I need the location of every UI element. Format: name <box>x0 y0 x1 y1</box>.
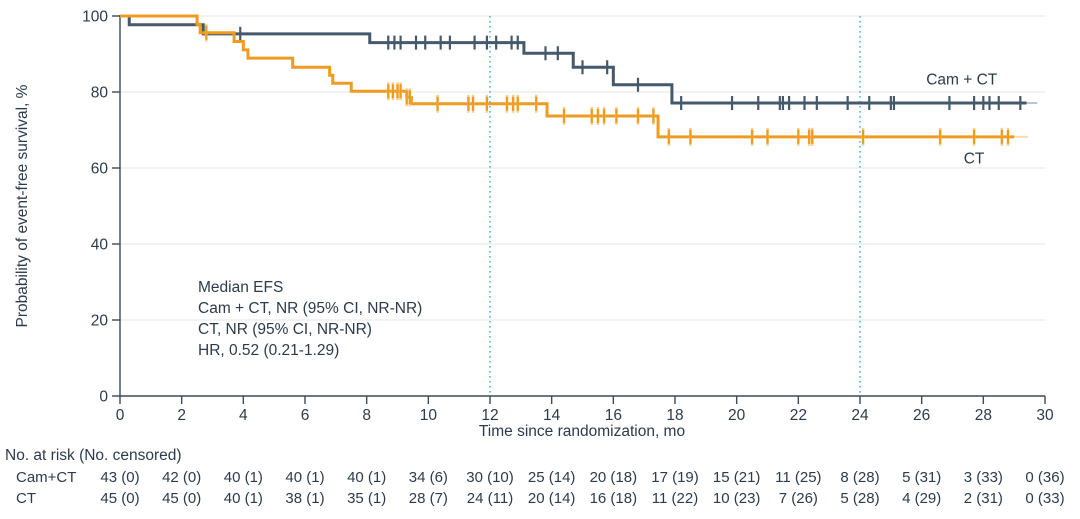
x-tick-label-26: 26 <box>913 407 930 424</box>
risk-cell-20mo: 10 (23) <box>712 490 761 507</box>
risk-cell-28mo: 2 (31) <box>963 490 1003 507</box>
annotation-line-hr: HR, 0.52 (0.21-1.29) <box>198 342 340 359</box>
x-tick-label-2: 2 <box>177 407 186 424</box>
risk-cell-16mo: 16 (18) <box>589 490 638 507</box>
y-tick-label-60: 60 <box>91 161 109 178</box>
risk-table-row-camct: Cam+CT 43 (0) 42 (0) 40 (1) 40 (1) 40 (1) 34 (… <box>0 469 1080 489</box>
risk-cell-8mo: 35 (1) <box>347 490 387 507</box>
risk-cell-26mo: 4 (29) <box>902 490 942 507</box>
annotation-line-median: Median EFS <box>198 279 284 296</box>
y-tick-label-20: 20 <box>91 313 109 330</box>
x-tick-label-10: 10 <box>420 407 438 424</box>
risk-cell-26mo: 5 (31) <box>902 469 942 486</box>
risk-cell-10mo: 34 (6) <box>408 469 448 486</box>
risk-cell-4mo: 40 (1) <box>223 490 263 507</box>
risk-cell-10mo: 28 (7) <box>408 490 448 507</box>
annotation-line-camct: Cam + CT, NR (95% CI, NR-NR) <box>198 300 423 317</box>
risk-cell-14mo: 25 (14) <box>527 469 576 486</box>
x-tick-label-16: 16 <box>605 407 622 424</box>
risk-cell-16mo: 20 (18) <box>589 469 638 486</box>
series-label-ct: CT <box>964 151 985 168</box>
risk-cell-0mo: 43 (0) <box>100 469 140 486</box>
risk-cell-2mo: 45 (0) <box>162 490 202 507</box>
y-tick-label-40: 40 <box>91 237 109 254</box>
risk-cell-18mo: 11 (22) <box>651 490 699 507</box>
y-axis-title: Probability of event-free survival, % <box>14 84 31 328</box>
x-tick-label-4: 4 <box>239 407 248 424</box>
median-efs-annotation: Median EFS Cam + CT, NR (95% CI, NR-NR) … <box>198 277 422 361</box>
x-tick-label-28: 28 <box>975 407 992 424</box>
risk-cell-6mo: 38 (1) <box>285 490 325 507</box>
y-tick-label-80: 80 <box>91 85 109 102</box>
risk-cell-14mo: 20 (14) <box>527 490 576 507</box>
x-tick-label-20: 20 <box>728 407 746 424</box>
series-label-camct: Cam + CT <box>926 71 998 88</box>
x-tick-label-6: 6 <box>301 407 310 424</box>
x-tick-label-14: 14 <box>543 407 561 424</box>
risk-cell-24mo: 5 (28) <box>840 490 880 507</box>
risk-row-label: Cam+CT <box>16 469 77 486</box>
risk-cell-22mo: 7 (26) <box>778 490 818 507</box>
x-tick-label-30: 30 <box>1036 407 1054 424</box>
km-curve-ct <box>120 14 1015 139</box>
risk-cell-12mo: 24 (11) <box>466 490 514 507</box>
x-tick-label-12: 12 <box>481 407 498 424</box>
km-curve-camct <box>120 14 1027 105</box>
risk-cell-4mo: 40 (1) <box>223 469 263 486</box>
risk-cell-30mo: 0 (36) <box>1025 469 1065 486</box>
risk-cell-12mo: 30 (10) <box>466 469 514 486</box>
risk-cell-22mo: 11 (25) <box>775 469 822 486</box>
risk-table-header: No. at risk (No. censored) <box>5 447 182 464</box>
x-tick-label-0: 0 <box>116 407 125 424</box>
risk-cell-18mo: 17 (19) <box>651 469 699 486</box>
risk-table-row-ct: CT 45 (0) 45 (0) 40 (1) 38 (1) 35 (1) 28 (7) 24… <box>0 490 1080 510</box>
risk-cell-8mo: 40 (1) <box>347 469 387 486</box>
y-tick-label-100: 100 <box>82 9 108 26</box>
x-tick-label-24: 24 <box>851 407 869 424</box>
risk-row-label: CT <box>16 490 36 507</box>
risk-cell-20mo: 15 (21) <box>712 469 761 486</box>
x-tick-label-22: 22 <box>790 407 807 424</box>
y-tick-label-0: 0 <box>99 389 108 406</box>
risk-cell-2mo: 42 (0) <box>162 469 202 486</box>
x-axis-title: Time since randomization, mo <box>478 423 686 440</box>
risk-cell-28mo: 3 (33) <box>963 469 1003 486</box>
x-tick-label-8: 8 <box>362 407 371 424</box>
annotation-line-ct: CT, NR (95% CI, NR-NR) <box>198 321 372 338</box>
risk-cell-30mo: 0 (33) <box>1025 490 1065 507</box>
risk-cell-24mo: 8 (28) <box>840 469 880 486</box>
x-tick-label-18: 18 <box>666 407 683 424</box>
risk-cell-6mo: 40 (1) <box>285 469 325 486</box>
risk-cell-0mo: 45 (0) <box>100 490 140 507</box>
